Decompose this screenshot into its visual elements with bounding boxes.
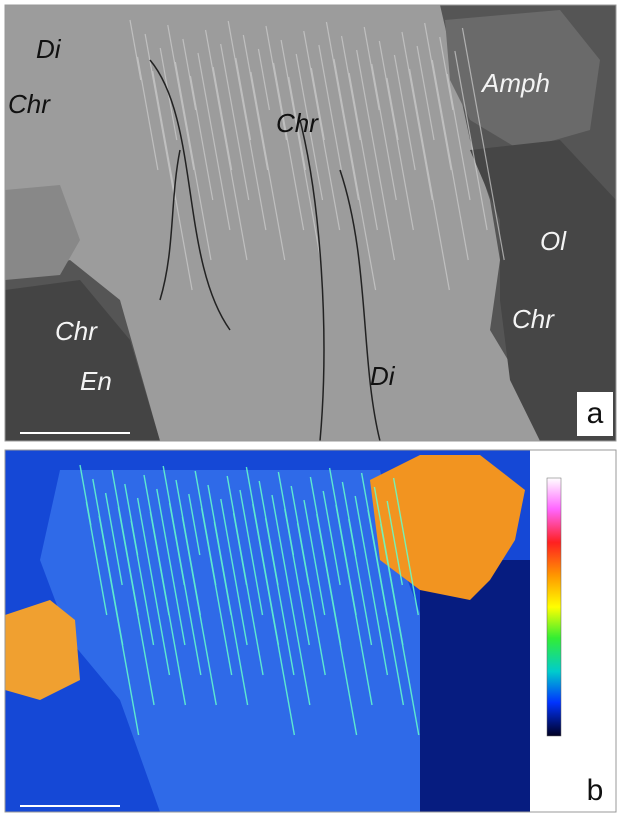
mineral-label: Chr <box>8 89 51 119</box>
mineral-label: En <box>80 366 112 396</box>
mineral-label: Chr <box>55 316 98 346</box>
figure: a Di Chr Chr Amph Ol Chr Chr En Di b <box>0 0 621 816</box>
mineral-label: Di <box>370 361 396 391</box>
mineral-label: Amph <box>480 68 550 98</box>
mineral-label: Chr <box>512 304 555 334</box>
mineral-label: Ol <box>540 226 567 256</box>
panel-b <box>5 450 616 812</box>
mineral-label: Chr <box>276 108 319 138</box>
mineral-label: Di <box>36 34 62 64</box>
panel-letter: a <box>587 397 604 430</box>
panel-letter: b <box>587 774 604 807</box>
